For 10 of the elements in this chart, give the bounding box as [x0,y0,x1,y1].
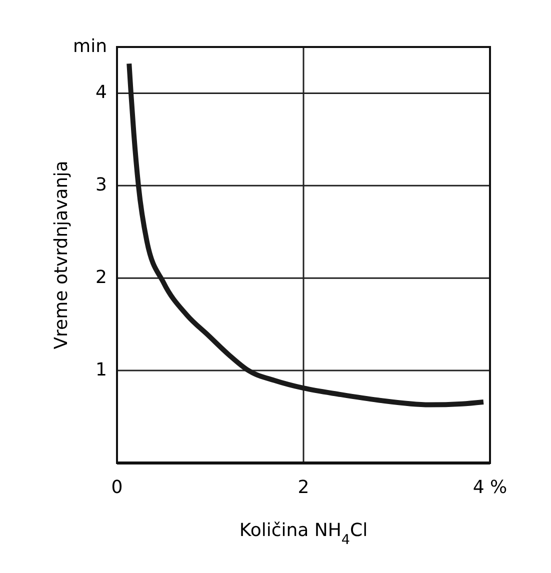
y-tick-label: 2 [96,267,107,288]
x-tick-label: 2 [298,477,310,498]
x-tick-label: 0 [111,477,123,498]
y-axis-title: Vreme otvrdnjavanja [51,160,72,350]
y-tick-label: 1 [96,359,107,380]
y-tick-label: min [73,36,107,57]
y-tick-label: 4 [96,82,107,104]
x-tick-label: 4 % [472,477,508,498]
y-tick-label: 3 [96,174,107,196]
x-axis-title: Količina NH$_{4}$Cl [239,520,368,548]
